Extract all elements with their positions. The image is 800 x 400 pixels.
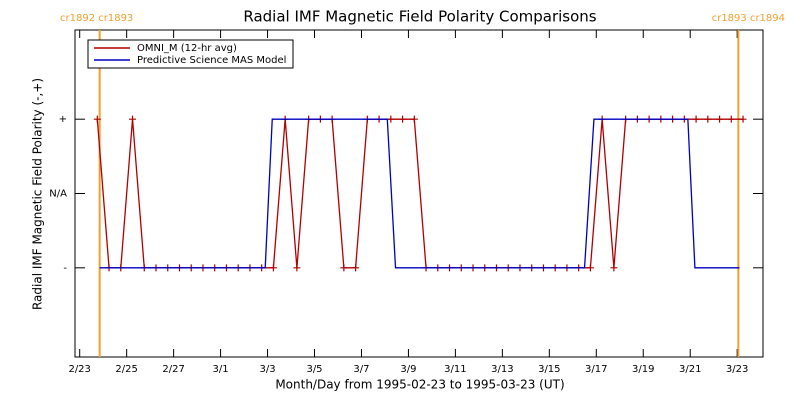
point-marker — [93, 115, 101, 123]
y-tick-label: N/A — [49, 189, 67, 200]
x-tick-label: 3/17 — [585, 364, 607, 375]
x-tick-label: 3/11 — [444, 364, 466, 375]
point-marker — [352, 264, 360, 272]
y-axis-label: Radial IMF Magnetic Field Polarity (-,+) — [31, 78, 45, 310]
x-tick-label: 2/23 — [68, 364, 90, 375]
legend-label: Predictive Science MAS Model — [137, 55, 286, 66]
boundary-label: cr1893 cr1894 — [712, 13, 785, 24]
x-axis-label: Month/Day from 1995-02-23 to 1995-03-23 … — [275, 378, 564, 392]
x-tick-label: 3/13 — [491, 364, 513, 375]
point-marker — [399, 115, 407, 123]
point-marker — [269, 264, 277, 272]
point-marker — [129, 115, 137, 123]
point-marker — [586, 264, 594, 272]
point-marker — [704, 115, 712, 123]
legend-label: OMNI_M (12-hr avg) — [137, 43, 237, 54]
series-line — [99, 118, 740, 269]
x-tick-label: 3/3 — [259, 364, 275, 375]
boundary-label: cr1892 cr1893 — [60, 13, 133, 24]
point-marker — [610, 264, 618, 272]
x-tick-label: 3/7 — [353, 364, 369, 375]
point-marker — [387, 115, 395, 123]
legend-box — [87, 39, 294, 69]
x-tick-label: 2/27 — [162, 364, 184, 375]
chart-title: Radial IMF Magnetic Field Polarity Compa… — [243, 8, 596, 26]
y-tick-label: + — [59, 114, 67, 125]
x-tick-label: 3/23 — [726, 364, 748, 375]
x-tick-label: 2/25 — [115, 364, 137, 375]
x-tick-label: 3/19 — [632, 364, 654, 375]
point-marker — [293, 264, 301, 272]
point-marker — [739, 115, 747, 123]
y-tick-label: - — [63, 263, 67, 274]
point-marker — [410, 115, 418, 123]
x-tick-label: 3/9 — [400, 364, 416, 375]
point-marker — [692, 115, 700, 123]
x-tick-label: 3/1 — [213, 364, 229, 375]
point-marker — [727, 115, 735, 123]
x-tick-label: 3/21 — [679, 364, 701, 375]
x-tick-label: 3/15 — [538, 364, 560, 375]
point-marker — [716, 115, 724, 123]
point-marker — [340, 264, 348, 272]
x-tick-label: 3/5 — [306, 364, 322, 375]
